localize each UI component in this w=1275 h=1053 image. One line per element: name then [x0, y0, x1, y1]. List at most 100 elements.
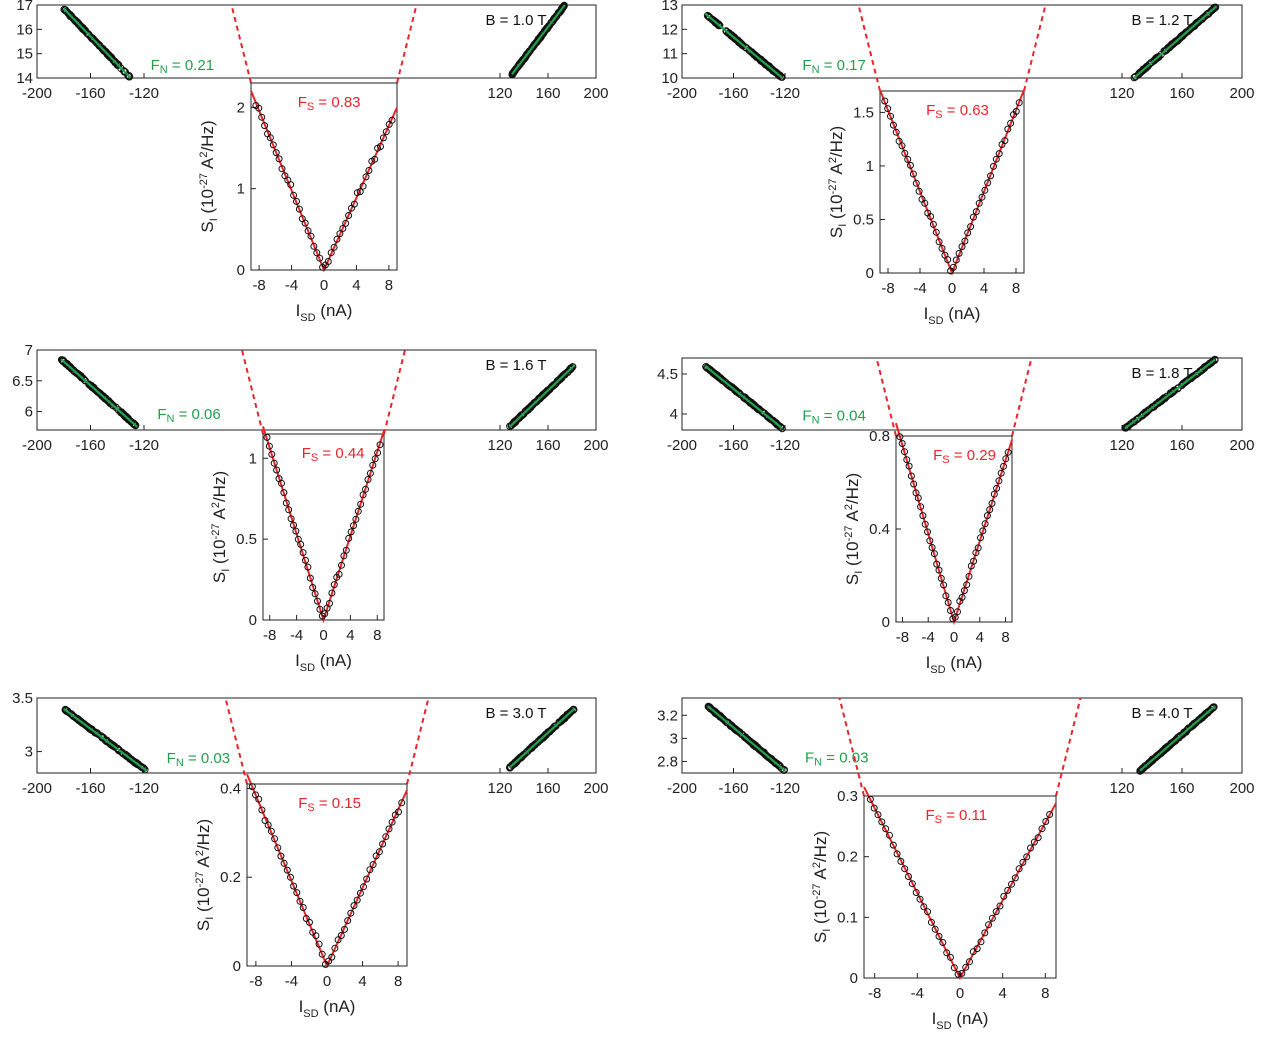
inset-data-point	[958, 243, 966, 251]
noise-data-point	[80, 25, 88, 34]
inset-y-tick-label: 1	[866, 158, 874, 175]
main-y-tick-label: 14	[16, 70, 33, 87]
inset-data-point	[272, 149, 280, 157]
inset-data-point	[935, 566, 943, 574]
noise-data-point	[124, 71, 132, 80]
inset-data-point	[310, 242, 318, 250]
noise-data-point	[1131, 417, 1139, 425]
fano-factor-normal-label: FN = 0.03	[167, 750, 230, 769]
main-y-tick-label: 7	[25, 342, 33, 359]
inset-data-point	[371, 155, 379, 163]
inset-data-point	[287, 515, 295, 523]
main-x-tick-label: 160	[1169, 85, 1194, 102]
inset-y-tick-label: 1	[249, 450, 257, 467]
inset-data-point	[267, 827, 275, 835]
noise-data-point	[103, 396, 112, 405]
inset-data-point	[280, 489, 288, 497]
inset-data-point	[290, 521, 297, 529]
inset-data-point	[943, 949, 951, 957]
noise-data-point	[1177, 33, 1186, 41]
inset-data-point	[366, 469, 374, 477]
noise-data-point	[542, 25, 550, 34]
inset-data-point	[988, 914, 996, 922]
magnetic-field-label: B = 3.0 T	[485, 705, 546, 722]
noise-data-point	[1196, 367, 1204, 375]
inset-x-tick-label: -4	[285, 973, 298, 990]
noise-data-point	[117, 408, 125, 416]
inset-data-point	[988, 499, 996, 507]
inset-y-tick-label: 0	[866, 265, 874, 282]
inset-data-point	[388, 818, 396, 826]
inset-data-point	[270, 459, 278, 467]
inset-data-point	[974, 544, 982, 552]
main-y-tick-label: 4.5	[657, 366, 678, 383]
inset-data-point	[282, 499, 290, 507]
noise-data-point	[1146, 758, 1154, 766]
inset-data-point	[306, 574, 314, 582]
inset-data-point	[886, 831, 893, 839]
inset-data-point	[1004, 125, 1012, 133]
noise-data-point	[70, 367, 78, 375]
noise-data-point	[1200, 712, 1208, 720]
inset-data-point	[985, 921, 993, 929]
main-y-tick-label: 13	[661, 0, 678, 14]
noise-data-point	[745, 46, 753, 54]
main-x-tick-label: 160	[535, 780, 560, 797]
inset-data-point	[986, 506, 994, 514]
inset-y-axis-label: SI (10-27A2/Hz)	[827, 126, 849, 238]
inset-data-point	[330, 581, 338, 589]
inset-y-tick-label: 0.2	[837, 849, 858, 866]
inset-data-point	[1030, 838, 1038, 846]
inset-data-point	[921, 199, 929, 207]
main-y-tick-label: 2.8	[657, 753, 678, 770]
main-x-tick-label: -200	[22, 780, 52, 797]
inset-data-point	[301, 219, 309, 227]
noise-data-point	[518, 411, 526, 419]
noise-data-point	[772, 759, 781, 767]
inset-data-point	[912, 889, 920, 896]
inset-data-point	[955, 249, 963, 257]
inset-data-point	[347, 909, 355, 917]
main-x-tick-label: 200	[583, 85, 608, 102]
noise-data-point	[711, 708, 719, 716]
noise-data-point	[732, 387, 741, 395]
noise-data-point	[122, 412, 130, 421]
shot-noise-extrapolation-right	[1011, 357, 1033, 437]
inset-data-point	[961, 237, 969, 245]
inset-data-point	[309, 584, 317, 591]
main-y-tick-label: 3.2	[657, 707, 678, 724]
inset-data-point	[892, 128, 900, 136]
main-y-tick-label: 4	[670, 406, 678, 423]
inset-data-point	[970, 557, 978, 565]
noise-data-point	[1208, 6, 1217, 14]
inset-data-point	[896, 433, 904, 441]
noise-data-point	[60, 5, 68, 14]
noise-data-point	[1147, 404, 1156, 412]
inset-data-point	[321, 610, 329, 618]
panel-4: -200 -160 -120 120 160 200 4 4.5 B = 1.8 T FN = 0…	[657, 355, 1255, 676]
inset-data-point	[299, 549, 307, 557]
noise-data-point	[79, 25, 88, 33]
inset-data-point	[385, 825, 393, 833]
inset-data-point	[920, 903, 928, 911]
inset-data-point	[887, 112, 894, 120]
noise-data-point	[1204, 361, 1213, 369]
inset-data-point	[347, 528, 355, 536]
inset-data-point	[268, 450, 276, 458]
inset-data-point	[874, 811, 882, 819]
main-x-tick-label: 120	[487, 437, 512, 454]
inset-data-point	[273, 466, 281, 474]
inset-data-point	[917, 503, 925, 511]
inset-data-point	[296, 897, 304, 905]
inset-data-point	[904, 155, 912, 163]
inset-data-point	[318, 950, 326, 958]
inset-y-tick-label: 2	[237, 99, 245, 116]
inset-x-tick-label: -4	[911, 985, 924, 1002]
inset-data-point	[295, 205, 303, 213]
inset-data-point	[271, 835, 279, 843]
noise-data-point	[739, 731, 747, 739]
inset-data-point	[314, 597, 321, 605]
main-y-tick-label: 17	[16, 0, 33, 14]
inset-x-tick-label: -4	[922, 629, 935, 646]
